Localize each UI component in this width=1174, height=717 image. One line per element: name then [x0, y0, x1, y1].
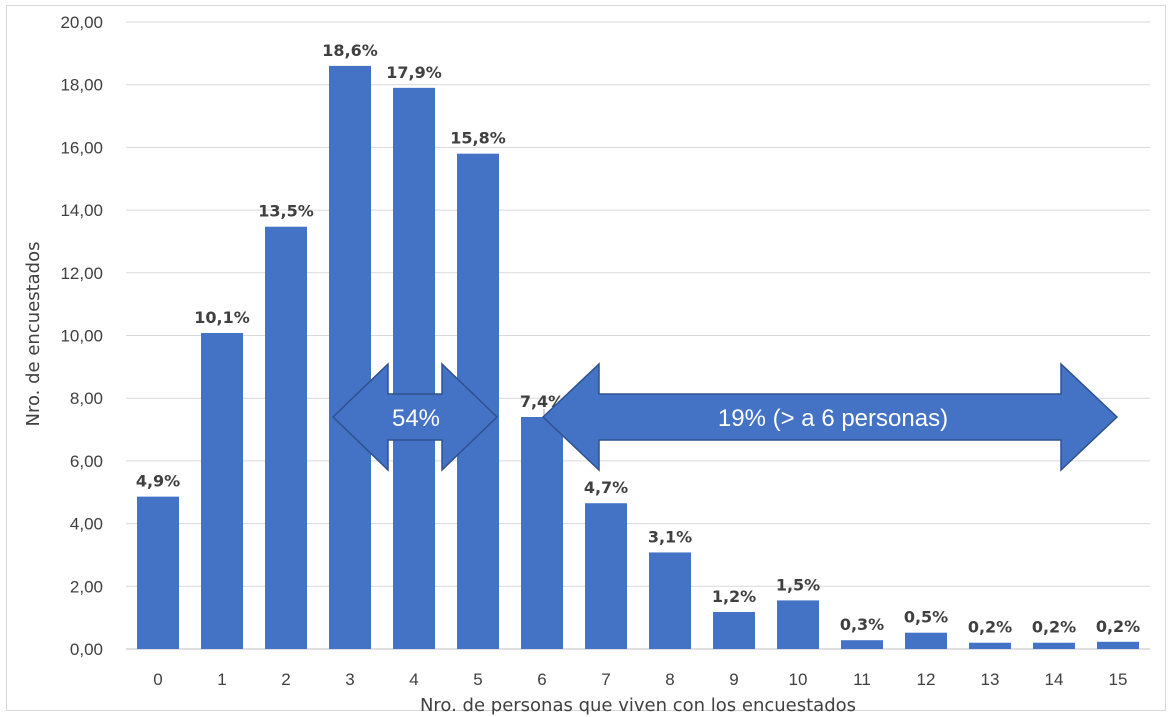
- bar: [649, 552, 691, 649]
- y-tick-label: 14,00: [60, 201, 103, 220]
- bar: [393, 87, 435, 649]
- data-label: 0,3%: [840, 615, 884, 634]
- data-label: 3,1%: [648, 527, 692, 546]
- bar: [905, 632, 947, 649]
- x-axis-title: Nro. de personas que viven con los encue…: [420, 695, 856, 716]
- bar: [969, 642, 1011, 649]
- x-tick-label: 13: [981, 670, 1000, 689]
- bar: [137, 496, 179, 649]
- x-tick-label: 8: [665, 670, 674, 689]
- x-tick-label: 6: [537, 670, 546, 689]
- bar: [713, 612, 755, 649]
- bar: [521, 417, 563, 649]
- bar: [841, 640, 883, 649]
- double-arrow-shape: [541, 362, 1119, 472]
- y-tick-label: 18,00: [60, 76, 103, 95]
- double-arrow-shape: [331, 362, 499, 472]
- data-label: 4,9%: [136, 472, 180, 491]
- bar: [329, 65, 371, 649]
- x-tick-label: 10: [789, 670, 808, 689]
- x-tick-label: 4: [409, 670, 418, 689]
- y-tick-label: 16,00: [60, 138, 103, 157]
- x-tick-label: 11: [853, 670, 871, 689]
- data-labels: 4,9% 10,1% 13,5% 18,6% 17,9% 15,8% 7,4% 4,7% 3,1…: [136, 41, 1140, 637]
- data-label: 17,9%: [386, 63, 442, 82]
- data-label: 4,7%: [584, 478, 628, 497]
- y-tick-label: 0,00: [70, 640, 103, 659]
- y-tick-label: 10,00: [60, 327, 103, 346]
- data-label: 13,5%: [258, 202, 314, 221]
- x-tick-label: 3: [345, 670, 354, 689]
- x-tick-label: 7: [601, 670, 610, 689]
- x-axis-ticks: 0 1 2 3 4 5 6 7 8 9 10 11 12 13 14 15: [153, 670, 1127, 689]
- bars: [137, 65, 1139, 650]
- x-tick-label: 15: [1109, 670, 1128, 689]
- bar: [777, 600, 819, 649]
- y-axis-ticks: 0,00 2,00 4,00 6,00 8,00 10,00 12,00 14,00 16,00…: [60, 13, 103, 659]
- x-tick-label: 5: [473, 670, 482, 689]
- data-label: 0,2%: [1096, 617, 1140, 636]
- x-tick-label: 14: [1045, 670, 1064, 689]
- data-label: 18,6%: [322, 41, 378, 60]
- data-label: 1,2%: [712, 587, 756, 606]
- annotation-arrows: 54% 19% (> a 6 personas): [331, 362, 1119, 472]
- x-tick-label: 9: [729, 670, 738, 689]
- bar: [585, 503, 627, 649]
- data-label: 0,2%: [968, 618, 1012, 637]
- data-label: 0,2%: [1032, 618, 1076, 637]
- data-label: 7,4%: [520, 392, 564, 411]
- x-tick-label: 1: [217, 670, 226, 689]
- x-tick-label: 2: [281, 670, 290, 689]
- bar: [201, 332, 243, 649]
- bar: [265, 226, 307, 649]
- bar: [1097, 641, 1139, 649]
- arrow-annotation-label: 19% (> a 6 personas): [718, 405, 948, 432]
- y-tick-label: 8,00: [70, 389, 103, 408]
- y-tick-label: 2,00: [70, 577, 103, 596]
- y-tick-label: 6,00: [70, 452, 103, 471]
- data-label: 10,1%: [194, 308, 250, 327]
- bar: [1033, 642, 1075, 649]
- arrow-annotation-label: 54%: [392, 405, 440, 432]
- x-tick-label: 12: [917, 670, 936, 689]
- y-tick-label: 12,00: [60, 264, 103, 283]
- y-tick-label: 4,00: [70, 515, 103, 534]
- y-axis-title: Nro. de encuestados: [23, 242, 44, 427]
- data-label: 1,5%: [776, 575, 820, 594]
- y-tick-label: 20,00: [60, 13, 103, 32]
- data-label: 15,8%: [450, 129, 506, 148]
- data-label: 0,5%: [904, 608, 948, 627]
- x-tick-label: 0: [153, 670, 162, 689]
